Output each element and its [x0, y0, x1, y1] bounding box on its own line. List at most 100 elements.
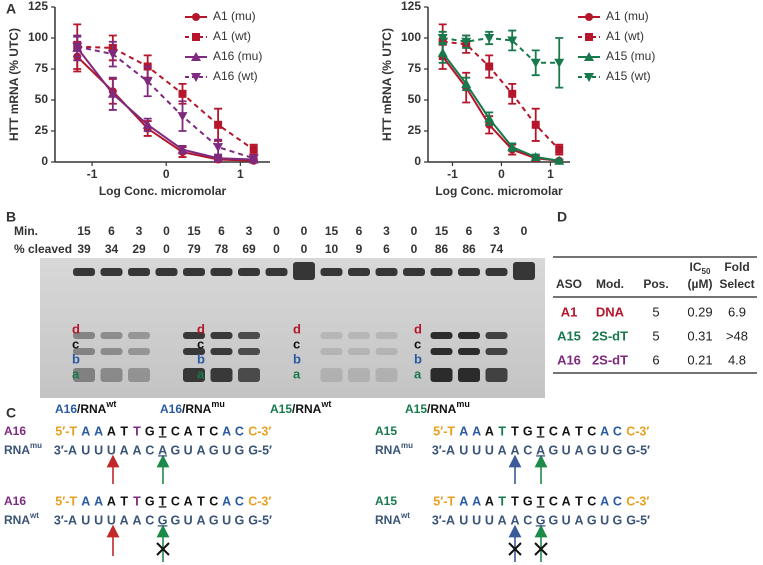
nucleotide: 3′-A	[432, 443, 455, 457]
nucleotide: U	[222, 443, 231, 457]
marker	[178, 89, 187, 98]
gel-product-band	[458, 368, 480, 382]
nucleotide: U	[184, 443, 193, 457]
gel-product-band	[320, 368, 343, 382]
legend-label: A16 (wt)	[213, 69, 258, 83]
gel-product-band	[73, 368, 95, 382]
legend-label: A15 (wt)	[606, 69, 651, 83]
marker	[507, 36, 518, 46]
nucleotide: A	[600, 424, 609, 438]
nucleotide: C-3′	[626, 494, 649, 508]
band-label: a	[72, 366, 80, 381]
legend-marker	[191, 73, 201, 82]
y-tick-label: 50	[35, 92, 49, 106]
variant: wt	[400, 511, 410, 520]
aso-label: A15	[375, 494, 397, 508]
gel-product-band	[485, 348, 508, 355]
marker	[507, 142, 518, 152]
rna-name: RNA	[375, 443, 401, 457]
aso-name: A16	[160, 402, 182, 416]
gel-band	[403, 268, 425, 276]
series-line	[77, 45, 255, 151]
nucleotide: G	[587, 513, 597, 527]
y-tick-label: 0	[414, 154, 421, 168]
aso-name: A16	[55, 402, 77, 416]
legend-marker	[192, 33, 200, 41]
rna-label: RNAmu	[4, 441, 42, 457]
row-label: Min.	[14, 224, 38, 238]
marker	[485, 62, 494, 71]
nucleotide: T	[133, 424, 141, 438]
nucleotide: U	[107, 443, 116, 457]
band-label: c	[72, 336, 79, 351]
nucleotide: A	[459, 494, 468, 508]
block-mark	[534, 542, 548, 556]
lane-minutes: 6	[218, 224, 225, 238]
lane-minutes: 6	[466, 224, 473, 238]
nucleotide: T	[120, 494, 128, 508]
table-header: Pos.	[643, 277, 668, 291]
gel-band	[458, 268, 480, 276]
nucleotide: A	[184, 494, 193, 508]
gel-product-band	[210, 332, 233, 339]
lane-group-label: A16/RNAmu	[160, 399, 225, 416]
gel-band	[293, 262, 315, 280]
series-line	[441, 55, 560, 162]
y-axis-title: HTT mRNA (% UTC)	[7, 28, 21, 141]
gel-band	[513, 262, 535, 280]
legend-label: A1 (wt)	[606, 29, 644, 43]
nucleotide: G	[145, 494, 155, 508]
nucleotide: C	[587, 424, 596, 438]
rna-name: /RNA	[292, 402, 322, 416]
rna-name: /RNA	[182, 402, 212, 416]
nucleotide: U	[222, 513, 231, 527]
panel-label: D	[557, 209, 567, 225]
band-label: b	[293, 351, 301, 366]
table-cell: >48	[726, 328, 748, 343]
nucleotide: U	[562, 443, 571, 457]
table-cell: A15	[557, 328, 581, 343]
legend-marker	[584, 73, 594, 82]
band-label: b	[197, 351, 205, 366]
nucleotide: A	[472, 424, 481, 438]
table-cell: 2S-dT	[592, 352, 628, 367]
nucleotide: T	[159, 494, 167, 508]
variant: wt	[29, 511, 39, 520]
aso-name: A15	[270, 402, 292, 416]
gel-band	[128, 268, 150, 276]
nucleotide: A	[536, 443, 545, 457]
y-axis-title: HTT mRNA (% UTC)	[380, 28, 394, 141]
lane-minutes: 0	[301, 224, 308, 238]
nucleotide: T	[120, 424, 128, 438]
nucleotide: G	[523, 424, 533, 438]
table-header: Mod.	[596, 277, 624, 291]
table-header: ASO	[556, 277, 582, 291]
nucleotide: A	[120, 443, 129, 457]
nucleotide: U	[94, 513, 103, 527]
band-label: b	[414, 351, 422, 366]
nucleotide: G	[536, 513, 546, 527]
lane-cleaved: 29	[132, 242, 146, 256]
lane-minutes: 15	[187, 224, 201, 238]
aso-label: A15	[375, 424, 397, 438]
lane-cleaved: 86	[462, 242, 476, 256]
lane-group-label: A15/RNAwt	[270, 399, 331, 416]
lane-cleaved: 6	[383, 242, 390, 256]
x-tick-label: -1	[447, 167, 458, 181]
nucleotide: G	[171, 513, 181, 527]
y-tick-label: 100	[28, 30, 48, 44]
legend-label: A16 (mu)	[213, 49, 262, 63]
series-line	[441, 52, 560, 162]
header-sub: 50	[702, 267, 711, 276]
rna-label: RNAwt	[375, 511, 410, 527]
marker	[554, 155, 565, 165]
band-label: d	[414, 321, 422, 336]
gel-product-band	[183, 348, 205, 355]
lane-cleaved: 0	[411, 242, 418, 256]
nucleotide: U	[459, 443, 468, 457]
legend-marker	[191, 52, 201, 61]
variant: wt	[320, 399, 331, 409]
gel-product-band	[128, 368, 150, 382]
legend-marker	[585, 33, 593, 41]
nucleotide: G	[549, 513, 559, 527]
